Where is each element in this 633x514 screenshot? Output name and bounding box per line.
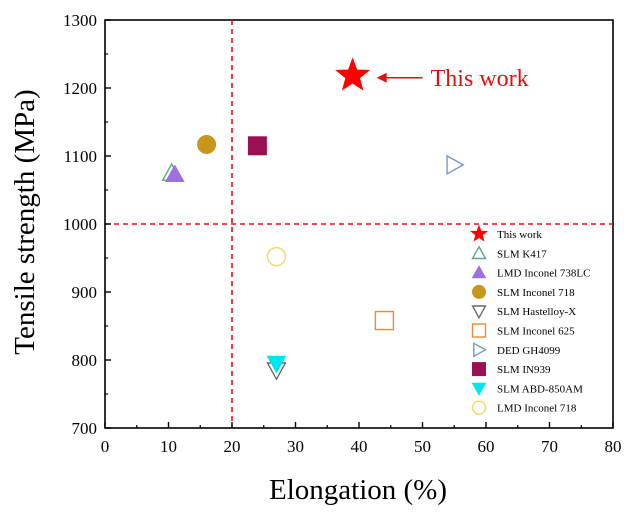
- data-point: [165, 164, 185, 183]
- y-tick-label: 1300: [63, 11, 97, 30]
- legend-label: SLM K417: [497, 248, 547, 260]
- y-tick-label: 700: [72, 419, 98, 438]
- x-tick-label: 70: [541, 437, 558, 456]
- legend-label: SLM Hastelloy-X: [497, 306, 576, 318]
- legend-marker: [471, 323, 487, 338]
- x-axis-ticks: 0 10 20 30 40 50 60 70 80: [101, 422, 622, 456]
- x-tick-label: 50: [414, 437, 431, 456]
- legend-marker: [471, 305, 487, 320]
- y-tick-label: 900: [72, 283, 98, 302]
- x-tick-label: 20: [224, 437, 241, 456]
- x-axis-label: Elongation (%): [269, 474, 447, 506]
- legend-label: DED GH4099: [497, 345, 561, 357]
- y-axis-ticks: 700 800 900 1000 1100 1200 1300: [63, 11, 111, 438]
- annotation-arrow-head: [376, 72, 387, 83]
- x-tick-label: 80: [605, 437, 622, 456]
- data-point: [247, 136, 267, 156]
- data-points: [161, 57, 465, 381]
- data-point: [197, 134, 217, 154]
- legend-marker: [472, 284, 486, 299]
- annotation-text: This work: [431, 66, 529, 92]
- data-point: [266, 246, 287, 267]
- x-tick-label: 30: [287, 437, 304, 456]
- legend-label: This work: [497, 229, 542, 241]
- legend: This work SLM K417 LMD Inconel 738LC SLM In…: [470, 224, 590, 415]
- legend-label: SLM IN939: [497, 364, 551, 376]
- y-tick-label: 800: [72, 351, 98, 370]
- legend-marker: [473, 342, 487, 358]
- legend-marker: [471, 245, 487, 260]
- legend-marker: [472, 362, 486, 377]
- legend-label: SLM Inconel 718: [497, 287, 575, 299]
- legend-label: SLM Inconel 625: [497, 326, 575, 338]
- reference-lines: [105, 20, 613, 428]
- data-point: [374, 310, 395, 331]
- x-tick-label: 0: [101, 437, 110, 456]
- x-tick-label: 10: [160, 437, 177, 456]
- legend-marker: [471, 400, 487, 415]
- data-point: [446, 154, 465, 176]
- y-tick-label: 1100: [64, 147, 97, 166]
- x-tick-label: 60: [478, 437, 495, 456]
- annotation: This work: [376, 66, 529, 92]
- data-point: [266, 355, 287, 374]
- data-point: [335, 57, 371, 91]
- y-tick-label: 1200: [63, 79, 97, 98]
- x-tick-label: 40: [351, 437, 368, 456]
- legend-label: LMD Inconel 738LC: [497, 268, 590, 280]
- legend-marker: [471, 382, 487, 396]
- legend-marker: [470, 224, 488, 242]
- legend-marker: [471, 265, 487, 279]
- y-axis-label: Tensile strength (MPa): [9, 89, 41, 354]
- y-tick-label: 1000: [63, 215, 97, 234]
- legend-label: LMD Inconel 718: [497, 403, 577, 415]
- legend-label: SLM ABD-850AM: [497, 383, 583, 395]
